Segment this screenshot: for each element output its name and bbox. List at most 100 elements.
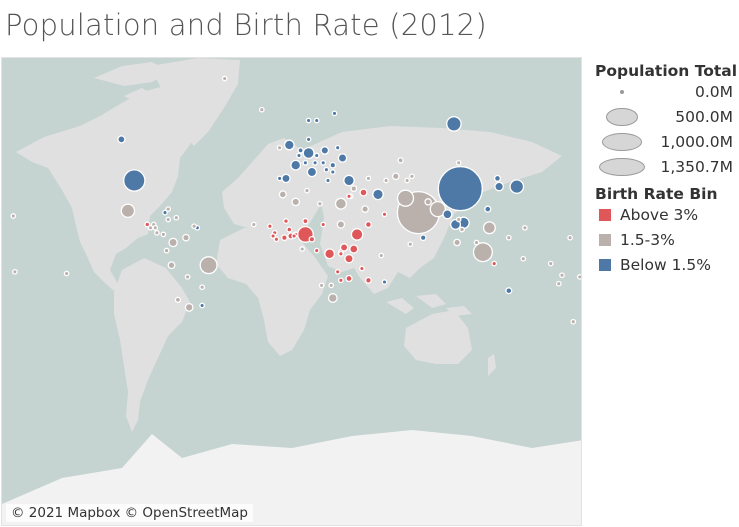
country-bubble[interactable] bbox=[455, 159, 462, 166]
country-bubble[interactable] bbox=[152, 224, 159, 231]
country-bubble[interactable] bbox=[484, 205, 492, 213]
country-bubble[interactable] bbox=[343, 174, 355, 187]
country-bubble[interactable] bbox=[144, 221, 151, 228]
country-bubble[interactable] bbox=[317, 200, 323, 207]
country-bubble[interactable] bbox=[291, 233, 297, 239]
country-bubble[interactable] bbox=[304, 187, 310, 194]
country-bubble[interactable] bbox=[336, 220, 346, 229]
country-bubble[interactable] bbox=[273, 236, 280, 243]
country-bubble[interactable] bbox=[147, 224, 154, 231]
country-bubble[interactable] bbox=[221, 75, 228, 82]
country-bubble[interactable] bbox=[320, 159, 327, 166]
country-bubble[interactable] bbox=[381, 279, 388, 285]
country-bubble[interactable] bbox=[329, 161, 337, 169]
country-bubble[interactable] bbox=[442, 209, 453, 220]
country-bubble[interactable] bbox=[313, 247, 320, 254]
country-bubble[interactable] bbox=[359, 265, 365, 272]
country-bubble[interactable] bbox=[305, 117, 312, 124]
country-bubble[interactable] bbox=[364, 276, 372, 284]
country-bubble[interactable] bbox=[378, 252, 385, 259]
color-legend-item[interactable]: Above 3% bbox=[595, 203, 735, 228]
map-attribution[interactable]: © 2021 Mapbox © OpenStreetMap bbox=[6, 504, 253, 522]
country-bubble[interactable] bbox=[424, 198, 432, 206]
country-bubble[interactable] bbox=[320, 221, 327, 228]
country-bubble[interactable] bbox=[182, 233, 190, 242]
country-bubble[interactable] bbox=[313, 152, 320, 159]
country-bubble[interactable] bbox=[482, 221, 496, 235]
country-bubble[interactable] bbox=[337, 153, 348, 163]
country-bubble[interactable] bbox=[404, 177, 410, 184]
country-bubble[interactable] bbox=[409, 173, 415, 180]
country-bubble[interactable] bbox=[10, 213, 17, 219]
country-bubble[interactable] bbox=[302, 217, 309, 225]
country-bubble[interactable] bbox=[505, 234, 512, 241]
country-bubble[interactable] bbox=[446, 116, 462, 132]
country-bubble[interactable] bbox=[407, 241, 414, 248]
country-bubble[interactable] bbox=[191, 223, 197, 230]
country-bubble[interactable] bbox=[281, 173, 291, 184]
country-bubble[interactable] bbox=[361, 205, 369, 213]
country-bubble[interactable] bbox=[344, 253, 354, 264]
country-bubble[interactable] bbox=[173, 214, 180, 221]
country-bubble[interactable] bbox=[286, 226, 293, 233]
country-bubble[interactable] bbox=[199, 302, 205, 309]
country-bubble[interactable] bbox=[167, 261, 176, 270]
country-bubble[interactable] bbox=[359, 188, 368, 197]
country-bubble[interactable] bbox=[199, 284, 205, 291]
country-bubble[interactable] bbox=[270, 233, 276, 239]
country-bubble[interactable] bbox=[160, 231, 167, 238]
country-bubble[interactable] bbox=[437, 165, 483, 212]
country-bubble[interactable] bbox=[318, 282, 325, 289]
country-bubble[interactable] bbox=[346, 193, 352, 200]
country-bubble[interactable] bbox=[339, 243, 349, 252]
country-bubble[interactable] bbox=[494, 181, 504, 192]
country-bubble[interactable] bbox=[165, 216, 172, 223]
country-bubble[interactable] bbox=[328, 282, 335, 289]
country-bubble[interactable] bbox=[323, 166, 330, 173]
country-bubble[interactable] bbox=[334, 197, 347, 210]
country-bubble[interactable] bbox=[567, 234, 573, 241]
country-bubble[interactable] bbox=[296, 152, 302, 159]
country-bubble[interactable] bbox=[429, 200, 446, 218]
country-bubble[interactable] bbox=[350, 228, 364, 241]
country-bubble[interactable] bbox=[302, 159, 309, 166]
country-bubble[interactable] bbox=[184, 302, 194, 312]
country-bubble[interactable] bbox=[123, 169, 146, 192]
country-bubble[interactable] bbox=[472, 242, 493, 263]
country-bubble[interactable] bbox=[120, 203, 136, 219]
country-bubble[interactable] bbox=[331, 110, 338, 117]
country-bubble[interactable] bbox=[493, 174, 502, 182]
country-bubble[interactable] bbox=[383, 177, 389, 184]
country-bubble[interactable] bbox=[381, 211, 388, 218]
population-bubbles[interactable] bbox=[10, 75, 582, 325]
country-bubble[interactable] bbox=[165, 206, 172, 212]
country-bubble[interactable] bbox=[391, 172, 400, 181]
country-bubble[interactable] bbox=[308, 235, 316, 243]
country-bubble[interactable] bbox=[396, 189, 415, 207]
country-bubble[interactable] bbox=[302, 146, 315, 160]
country-bubble[interactable] bbox=[453, 238, 461, 247]
country-bubble[interactable] bbox=[570, 318, 577, 325]
country-bubble[interactable] bbox=[419, 234, 427, 242]
country-bubble[interactable] bbox=[281, 234, 288, 242]
country-bubble[interactable] bbox=[509, 179, 525, 194]
color-legend-item[interactable]: Below 1.5% bbox=[595, 253, 735, 278]
country-bubble[interactable] bbox=[320, 146, 330, 155]
country-bubble[interactable] bbox=[459, 226, 465, 233]
country-bubble[interactable] bbox=[397, 157, 404, 164]
country-bubble[interactable] bbox=[154, 229, 160, 236]
country-bubble[interactable] bbox=[338, 277, 344, 284]
country-bubble[interactable] bbox=[313, 117, 320, 124]
country-bubble[interactable] bbox=[329, 169, 336, 175]
country-bubble[interactable] bbox=[117, 135, 126, 144]
country-bubble[interactable] bbox=[163, 247, 170, 254]
country-bubble[interactable] bbox=[520, 255, 527, 262]
country-bubble[interactable] bbox=[491, 260, 498, 267]
country-bubble[interactable] bbox=[364, 220, 372, 229]
country-bubble[interactable] bbox=[365, 175, 372, 182]
country-bubble[interactable] bbox=[505, 287, 513, 295]
country-bubble[interactable] bbox=[278, 190, 287, 199]
country-bubble[interactable] bbox=[276, 144, 283, 151]
map-canvas[interactable] bbox=[2, 58, 582, 526]
country-bubble[interactable] bbox=[325, 177, 331, 184]
